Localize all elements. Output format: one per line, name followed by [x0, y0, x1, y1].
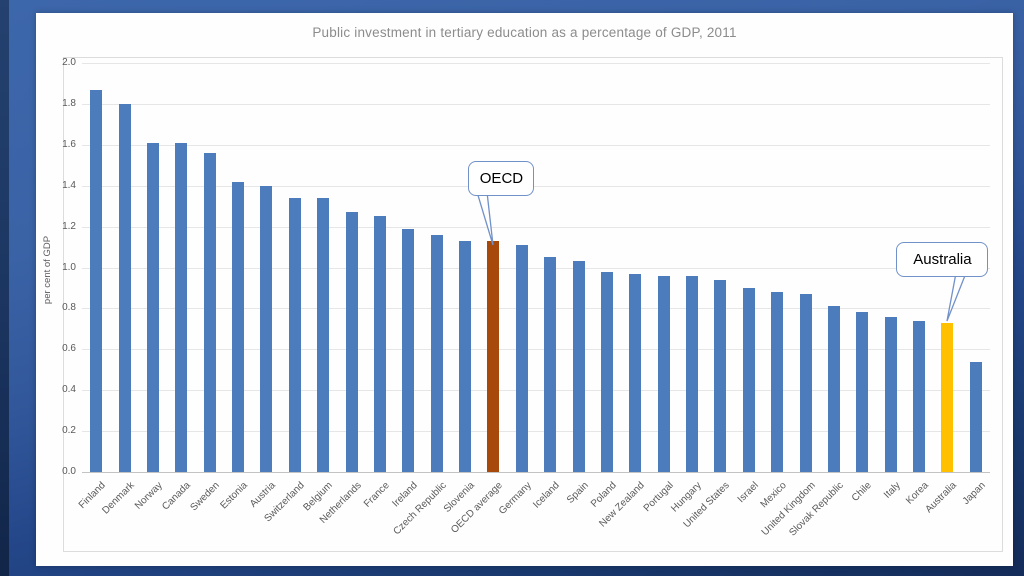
bar-denmark [118, 103, 131, 472]
gridline [82, 63, 990, 64]
y-tick-label: 1.4 [62, 179, 76, 191]
y-tick-label: 1.6 [62, 138, 76, 150]
bar-mexico [771, 292, 784, 472]
bar-norway [146, 142, 159, 472]
callout-oecd: OECD [468, 161, 535, 196]
y-tick-label: 1.8 [62, 97, 76, 109]
bar-germany [515, 245, 528, 472]
gridline [82, 103, 990, 105]
y-tick-label: 1.2 [62, 220, 76, 232]
bar-france [373, 216, 386, 472]
bar-slovak-republic [827, 306, 840, 472]
bar-ireland [402, 228, 415, 472]
gridline [82, 144, 990, 146]
callout-australia: Australia [896, 242, 989, 277]
gridline [82, 349, 990, 351]
gridline [82, 226, 990, 228]
bar-spain [572, 261, 585, 472]
bar-new-zealand [629, 273, 642, 472]
callout-tail-oecd [476, 192, 495, 246]
y-tick-label: 0.2 [62, 425, 76, 437]
bar-israel [742, 287, 755, 472]
bar-netherlands [345, 212, 358, 472]
bar-oecd-average [487, 240, 500, 472]
gridline [82, 308, 990, 310]
y-tick-label: 2.0 [62, 57, 76, 68]
gridline [82, 185, 990, 187]
callout-tail-australia [946, 273, 968, 322]
bar-canada [175, 142, 188, 472]
gridline [82, 431, 990, 433]
bar-switzerland [288, 197, 301, 472]
bar-czech-republic [430, 234, 443, 472]
chart-area-border [63, 57, 1003, 552]
chart-title: Public investment in tertiary education … [312, 25, 737, 40]
bar-italy [884, 316, 897, 472]
bar-slovenia [459, 240, 472, 472]
x-axis-line [82, 472, 990, 473]
bar-portugal [657, 275, 670, 472]
y-tick-label: 1.0 [62, 261, 76, 273]
bar-estonia [232, 181, 245, 472]
chart-panel: Public investment in tertiary education … [36, 13, 1013, 566]
bar-sweden [203, 152, 216, 472]
bar-united-states [714, 279, 727, 472]
bar-hungary [686, 275, 699, 472]
bar-japan [969, 361, 982, 472]
bar-chile [856, 312, 869, 472]
bar-austria [260, 185, 273, 472]
y-tick-label: 0.6 [62, 343, 76, 355]
bar-korea [913, 320, 926, 472]
bar-australia [941, 322, 954, 472]
y-tick-label: 0.4 [62, 384, 76, 396]
bar-united-kingdom [799, 294, 812, 472]
gridline [82, 390, 990, 392]
slide-left-edge-decoration [0, 0, 9, 576]
y-tick-label: 0.0 [62, 466, 76, 477]
bar-finland [90, 89, 103, 472]
bar-iceland [544, 257, 557, 472]
bar-poland [600, 271, 613, 472]
gridline [82, 267, 990, 269]
y-tick-label: 0.8 [62, 302, 76, 314]
bar-belgium [317, 197, 330, 472]
